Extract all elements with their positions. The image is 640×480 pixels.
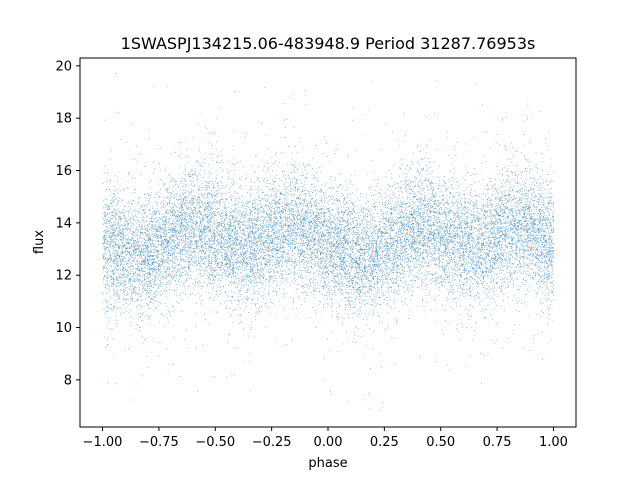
scatter-point-cloud: [102, 73, 555, 411]
y-axis-ticks: 8 10 12 14 16 18 20: [55, 59, 80, 388]
y-axis-label: flux: [32, 230, 47, 254]
x-tick-label: 1.00: [539, 435, 568, 450]
x-tick-label: 0.75: [483, 435, 512, 450]
y-tick-label: 10: [55, 321, 72, 336]
x-axis-label: phase: [308, 456, 347, 471]
y-tick-label: 12: [55, 269, 72, 284]
y-tick-label: 16: [55, 164, 72, 179]
x-tick-label: −1.00: [83, 435, 123, 450]
y-tick-label: 14: [55, 216, 72, 231]
y-tick-label: 8: [64, 373, 72, 388]
y-tick-label: 18: [55, 112, 72, 127]
x-tick-label: 0.00: [314, 435, 343, 450]
x-tick-label: −0.25: [252, 435, 292, 450]
x-tick-label: −0.50: [195, 435, 235, 450]
y-tick-label: 20: [55, 59, 72, 74]
x-tick-label: −0.75: [139, 435, 179, 450]
chart-title: 1SWASPJ134215.06-483948.9 Period 31287.7…: [121, 34, 536, 53]
x-tick-label: 0.50: [426, 435, 455, 450]
scatter-points: [102, 73, 555, 411]
x-tick-label: 0.25: [370, 435, 399, 450]
x-axis-ticks: −1.00 −0.75 −0.50 −0.25 0.00 0.25 0.50 0.75 1.00: [83, 427, 568, 450]
